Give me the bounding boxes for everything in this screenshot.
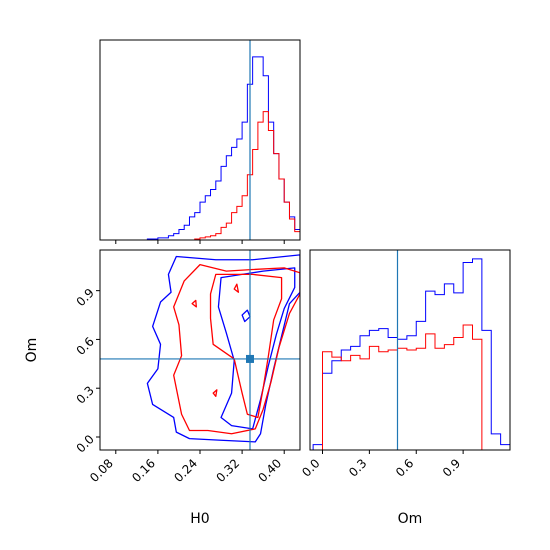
x-tick-label: 0.6 <box>393 456 416 479</box>
x-axis-label: H0 <box>190 511 209 527</box>
y-tick-label: 0.3 <box>74 383 97 406</box>
histogram-series-red <box>313 324 510 450</box>
x-tick-label: 0.3 <box>346 456 369 479</box>
hist-om-panel: 0.0 0.3 0.6 0.9 Om <box>299 249 511 527</box>
x-tick-label: 0.40 <box>256 456 285 485</box>
x-tick-label: 0.08 <box>87 456 116 485</box>
x-tick-label: 0.16 <box>129 456 158 485</box>
histogram-series-red <box>100 111 300 240</box>
plot-area <box>312 250 510 450</box>
x-tick-label: 0.24 <box>171 456 200 485</box>
contour-blue <box>241 309 251 323</box>
contour-red <box>173 263 300 435</box>
contour-blue <box>217 267 296 430</box>
histogram-series-blue <box>100 56 300 240</box>
contour-h0-om-panel: 0.08 0.16 0.24 0.32 0.40 0.0 0.3 0.6 0.9 H0 Om <box>24 249 301 527</box>
axes-frame <box>309 249 511 451</box>
x-tick-label: 0.0 <box>299 456 322 479</box>
x-tick-label: 0.32 <box>213 456 242 485</box>
contour-red <box>191 299 197 308</box>
y-tick-label: 0.9 <box>74 286 97 309</box>
contour-red <box>212 389 218 397</box>
contour-blue <box>146 254 300 443</box>
truth-marker <box>246 354 254 363</box>
axes-frame <box>99 249 301 451</box>
plot-area <box>100 40 300 240</box>
histogram-series-blue <box>312 258 510 450</box>
x-tick-label: 0.9 <box>440 456 463 479</box>
y-axis-label: Om <box>24 338 40 363</box>
plot-area <box>100 250 300 450</box>
contour-red <box>209 273 283 419</box>
x-axis-label: Om <box>398 511 423 527</box>
y-tick-label: 0.6 <box>74 334 97 357</box>
hist-h0-panel <box>99 39 301 244</box>
y-tick-label: 0.0 <box>74 432 97 455</box>
contour-red <box>233 283 240 293</box>
